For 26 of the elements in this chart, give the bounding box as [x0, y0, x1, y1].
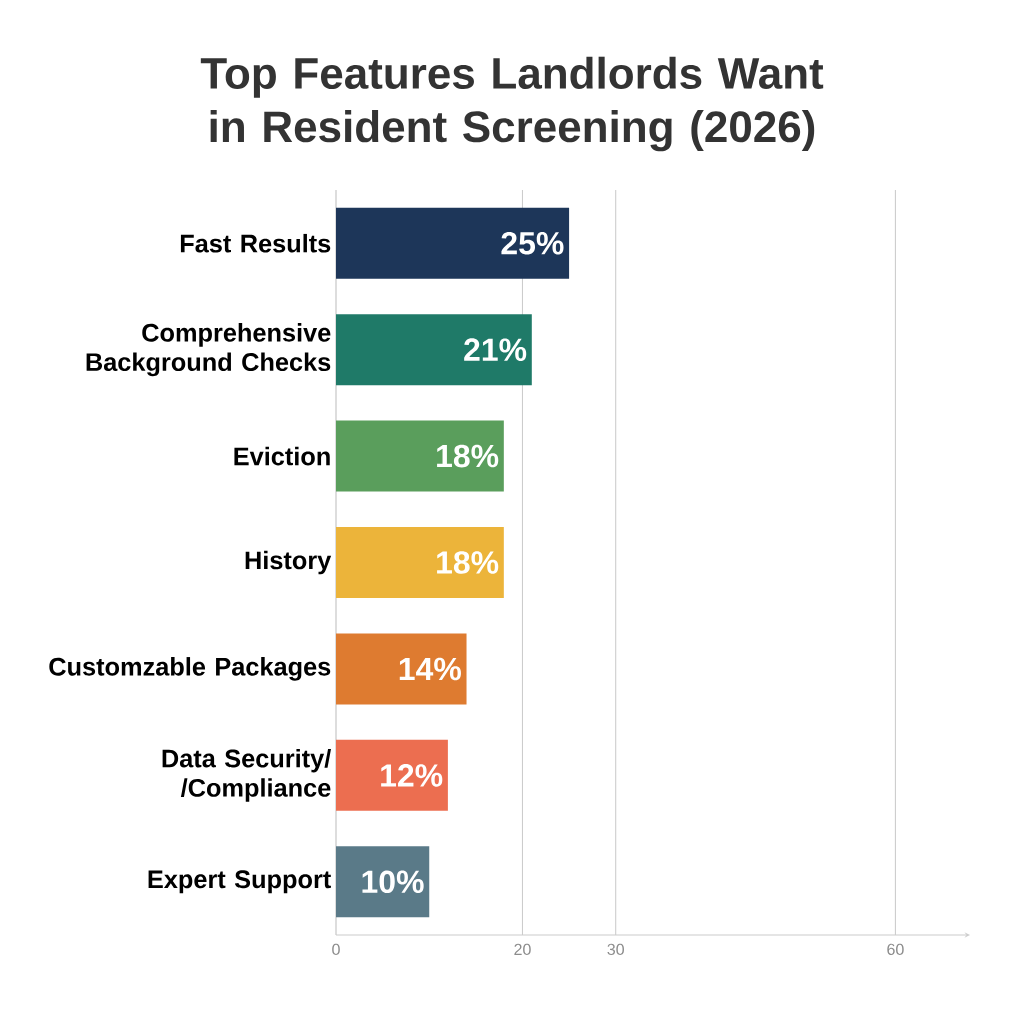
data-label: 18% — [437, 444, 499, 468]
data-label: 21% — [464, 338, 527, 361]
bar — [336, 739, 448, 811]
bar — [336, 207, 570, 279]
data-label: 25% — [501, 231, 564, 255]
y-tick-label: Eviction — [234, 446, 330, 466]
x-tick-label: 30 — [607, 943, 624, 956]
data-label: 14% — [399, 657, 461, 681]
bar — [336, 633, 467, 705]
bar — [336, 846, 430, 918]
y-tick-label: Data Security/ /Compliance — [162, 748, 332, 802]
x-tick-label: 60 — [887, 943, 904, 956]
x-tick-label: 20 — [514, 943, 531, 956]
y-tick-label: History — [245, 550, 332, 575]
bar — [336, 527, 504, 598]
data-label: 18% — [437, 551, 499, 574]
y-tick-label: Comprehensive Background Checks — [86, 323, 331, 377]
bar — [336, 420, 504, 492]
x-tick-label: 0 — [332, 943, 340, 956]
y-tick-label: Fast Results — [180, 233, 331, 253]
data-label: 12% — [381, 764, 443, 787]
chart-title: Top Features Landlords Want in Resident Screening (2026) — [200, 56, 824, 152]
data-label: 10% — [362, 870, 424, 894]
y-tick-label: Expert Support — [148, 870, 331, 894]
bar — [336, 314, 532, 386]
y-tick-label: Customzable Packages — [49, 657, 331, 681]
